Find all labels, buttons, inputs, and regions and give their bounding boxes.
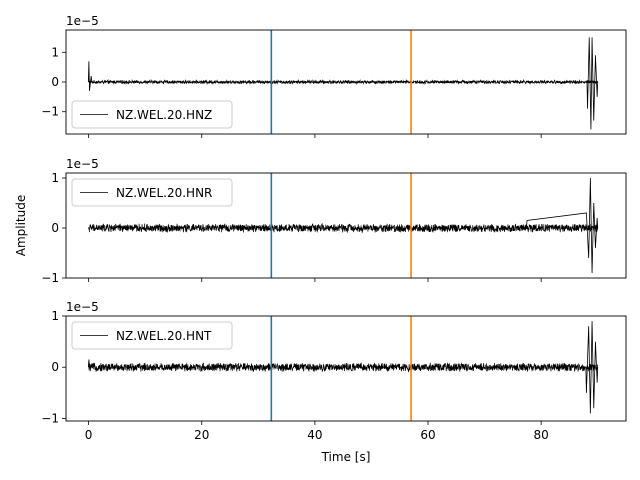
panel-1: −1 0 1 1e−5 NZ.WEL.20.HNZ — [41, 14, 627, 138]
legend-label: NZ.WEL.20.HNZ — [116, 108, 212, 122]
legend-box — [71, 178, 233, 207]
y-tick-label: −1 — [41, 271, 59, 285]
waveform-trace — [88, 78, 599, 86]
trace-end-burst — [526, 177, 599, 274]
offset-label: 1e−5 — [66, 14, 99, 28]
x-axis-label: Time [s] — [321, 450, 371, 464]
offset-label: 1e−5 — [66, 157, 99, 171]
y-tick-label: 0 — [51, 360, 59, 374]
trace-onset-spike — [87, 359, 90, 368]
x-tick-label: 40 — [307, 428, 322, 442]
x-tick-label: 80 — [534, 428, 549, 442]
axes-frame — [65, 172, 627, 279]
x-tick-label: 60 — [420, 428, 435, 442]
legend-box — [71, 321, 233, 350]
panel-2: −1 0 1 1e−5 NZ.WEL.20.HNR Amplitude — [14, 157, 627, 285]
y-tick-label: 1 — [51, 309, 59, 323]
y-tick-label: 1 — [51, 45, 59, 59]
trace-end-burst — [586, 37, 599, 130]
axes-frame — [65, 315, 627, 422]
trace-end-burst — [585, 321, 599, 414]
legend-label: NZ.WEL.20.HNR — [116, 186, 212, 200]
x-tick-label: 0 — [85, 428, 93, 442]
y-tick-label: −1 — [41, 105, 59, 119]
x-tick-label: 20 — [194, 428, 209, 442]
y-tick-label: −1 — [41, 411, 59, 425]
y-tick-label: 0 — [51, 75, 59, 89]
waveform-trace — [88, 222, 599, 234]
legend-box — [71, 100, 233, 129]
y-tick-label: 1 — [51, 171, 59, 185]
legend-label: NZ.WEL.20.HNT — [116, 329, 212, 343]
waveform-trace — [88, 362, 599, 373]
trace-onset-spike — [87, 61, 93, 91]
y-axis-label: Amplitude — [14, 195, 28, 257]
y-tick-label: 0 — [51, 221, 59, 235]
offset-label: 1e−5 — [66, 300, 99, 314]
